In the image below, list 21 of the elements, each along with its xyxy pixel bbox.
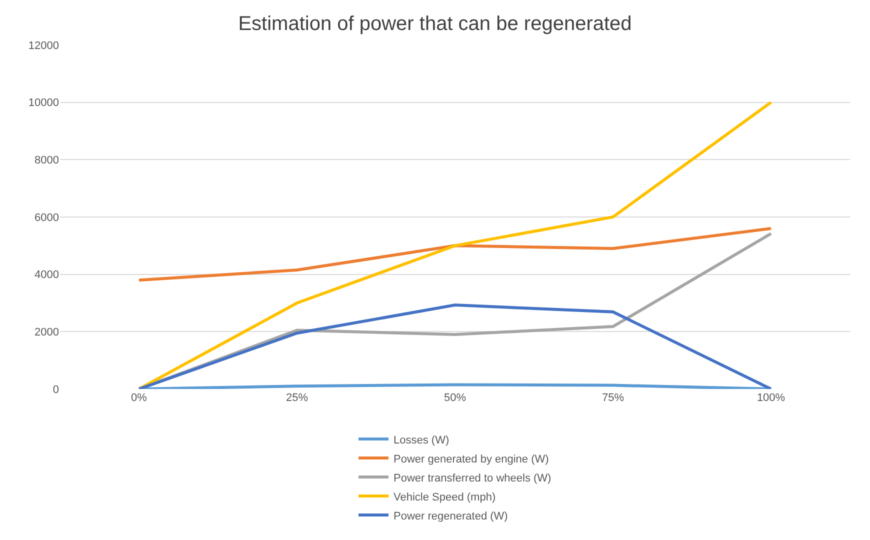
legend-label: Power generated by engine (W) [394, 453, 549, 466]
x-tick-label: 0% [131, 392, 148, 404]
y-tick-label: 4000 [34, 269, 59, 282]
legend-label: Power transferred to wheels (W) [394, 472, 552, 484]
x-tick-label: 75% [602, 392, 624, 404]
line-series [138, 226, 772, 282]
legend-label: Vehicle Speed (mph) [394, 491, 496, 504]
x-tick-label: 25% [286, 392, 308, 404]
x-tick-label: 50% [444, 392, 466, 404]
y-tick-label: 10000 [28, 97, 59, 110]
chart-title: Estimation of power that can be regenerated [238, 13, 632, 36]
y-tick-label: 8000 [34, 154, 59, 167]
y-tick-label: 0 [52, 384, 59, 396]
line-series [138, 304, 772, 389]
legend-label: Power regenerated (W) [394, 510, 508, 522]
legend-label: Losses (W) [394, 434, 450, 446]
y-tick-label: 2000 [34, 326, 59, 339]
x-tick-label: 100% [756, 392, 786, 404]
line-series [138, 100, 772, 389]
y-tick-label: 6000 [34, 212, 59, 224]
y-tick-label: 12000 [28, 40, 59, 52]
